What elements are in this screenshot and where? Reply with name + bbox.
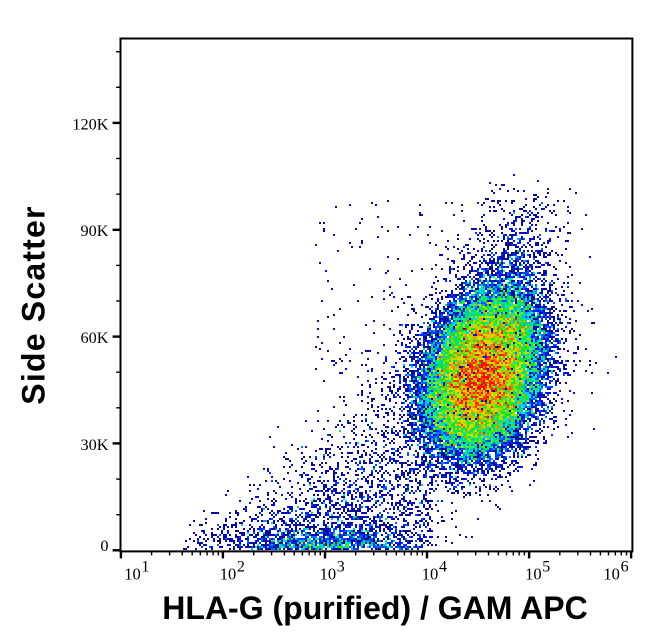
svg-text:10: 10	[320, 565, 337, 584]
svg-text:2: 2	[237, 558, 245, 575]
svg-text:6: 6	[621, 558, 629, 575]
svg-text:90K: 90K	[80, 221, 108, 240]
svg-text:30K: 30K	[80, 435, 108, 454]
svg-text:Side Scatter: Side Scatter	[16, 205, 52, 404]
svg-text:0: 0	[100, 536, 108, 555]
svg-text:10: 10	[124, 565, 141, 584]
svg-text:60K: 60K	[80, 328, 108, 347]
svg-text:1: 1	[141, 558, 149, 575]
svg-text:10: 10	[525, 565, 542, 584]
svg-text:HLA-G (purified) / GAM APC: HLA-G (purified) / GAM APC	[162, 590, 587, 626]
svg-text:10: 10	[603, 565, 620, 584]
svg-text:10: 10	[220, 565, 237, 584]
svg-text:10: 10	[422, 565, 439, 584]
svg-text:4: 4	[439, 558, 447, 575]
svg-text:3: 3	[337, 558, 345, 575]
svg-text:5: 5	[542, 558, 550, 575]
svg-text:120K: 120K	[72, 114, 108, 133]
